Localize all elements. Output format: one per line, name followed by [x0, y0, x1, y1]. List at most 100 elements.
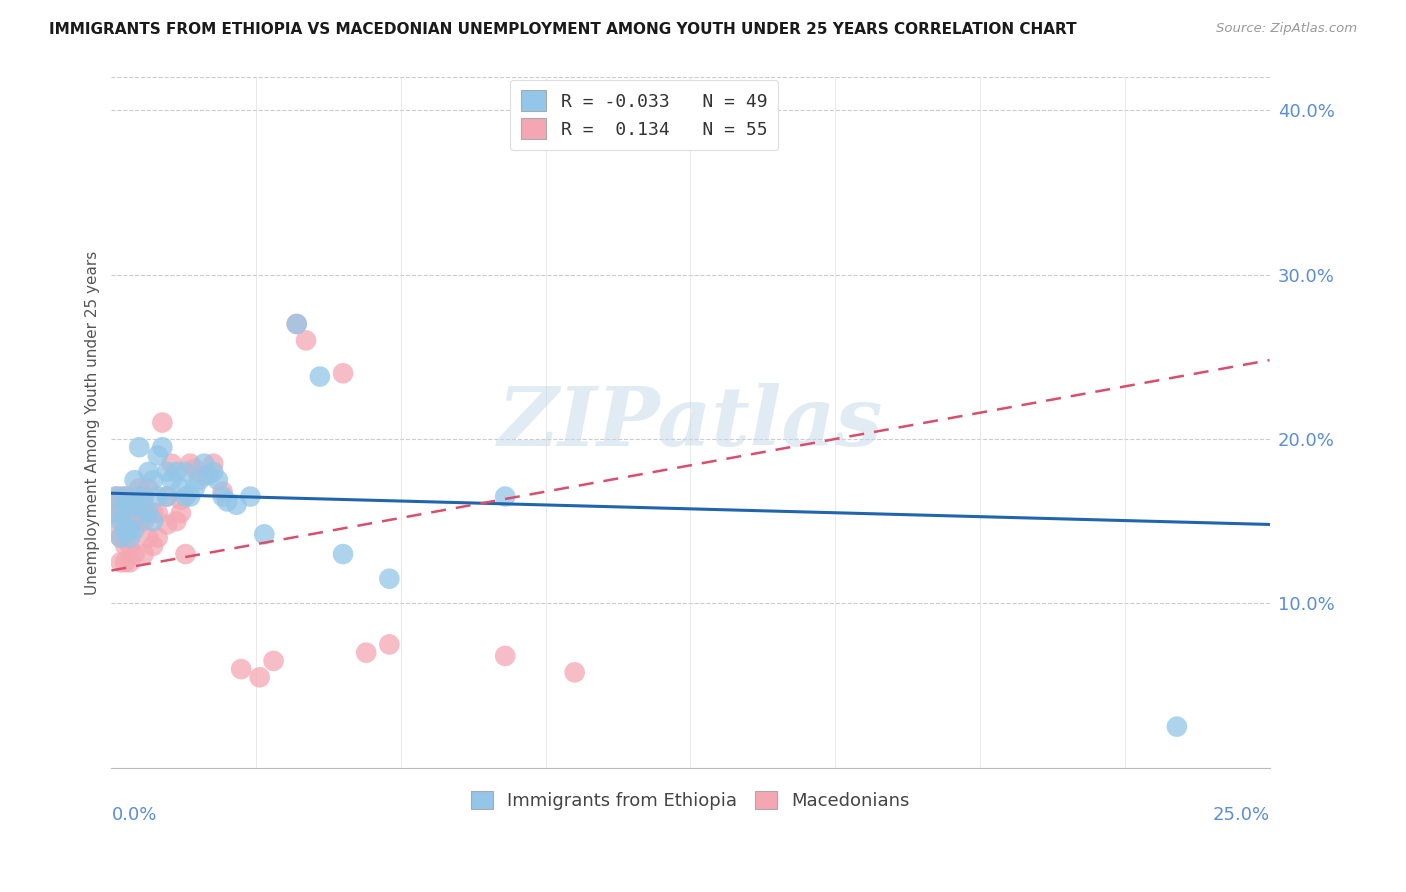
Point — [354, 646, 377, 660]
Point — [295, 334, 318, 348]
Point — [124, 473, 146, 487]
Point — [118, 555, 141, 569]
Point — [229, 662, 252, 676]
Text: ZIPatlas: ZIPatlas — [498, 383, 883, 463]
Point — [124, 522, 146, 536]
Point — [239, 490, 262, 504]
Point — [211, 484, 233, 499]
Point — [174, 547, 197, 561]
Point — [132, 498, 155, 512]
Point — [138, 531, 160, 545]
Point — [138, 465, 160, 479]
Point — [253, 527, 276, 541]
Point — [132, 490, 155, 504]
Point — [105, 506, 128, 520]
Point — [114, 506, 136, 520]
Point — [156, 490, 179, 504]
Point — [188, 473, 211, 487]
Point — [332, 366, 354, 380]
Point — [174, 490, 197, 504]
Point — [110, 514, 132, 528]
Point — [132, 506, 155, 520]
Point — [110, 531, 132, 545]
Point — [263, 654, 285, 668]
Legend: Immigrants from Ethiopia, Macedonians: Immigrants from Ethiopia, Macedonians — [464, 783, 917, 817]
Point — [184, 461, 207, 475]
Point — [156, 517, 179, 532]
Point — [207, 473, 229, 487]
Point — [146, 506, 169, 520]
Text: 25.0%: 25.0% — [1212, 805, 1270, 823]
Point — [494, 490, 516, 504]
Point — [110, 555, 132, 569]
Point — [170, 481, 193, 495]
Point — [138, 506, 160, 520]
Point — [105, 490, 128, 504]
Point — [146, 449, 169, 463]
Point — [124, 547, 146, 561]
Point — [114, 555, 136, 569]
Point — [114, 506, 136, 520]
Point — [378, 572, 401, 586]
Point — [114, 522, 136, 536]
Point — [118, 522, 141, 536]
Point — [118, 506, 141, 520]
Point — [138, 506, 160, 520]
Point — [170, 506, 193, 520]
Point — [105, 506, 128, 520]
Point — [128, 481, 150, 495]
Point — [142, 473, 165, 487]
Point — [332, 547, 354, 561]
Point — [564, 665, 586, 680]
Point — [285, 317, 308, 331]
Point — [146, 490, 169, 504]
Point — [174, 465, 197, 479]
Point — [138, 481, 160, 495]
Point — [285, 317, 308, 331]
Point — [114, 522, 136, 536]
Point — [150, 440, 173, 454]
Point — [132, 514, 155, 528]
Point — [124, 498, 146, 512]
Point — [150, 416, 173, 430]
Point — [193, 468, 215, 483]
Point — [179, 457, 201, 471]
Point — [156, 465, 179, 479]
Point — [114, 490, 136, 504]
Point — [128, 440, 150, 454]
Text: Source: ZipAtlas.com: Source: ZipAtlas.com — [1216, 22, 1357, 36]
Text: IMMIGRANTS FROM ETHIOPIA VS MACEDONIAN UNEMPLOYMENT AMONG YOUTH UNDER 25 YEARS C: IMMIGRANTS FROM ETHIOPIA VS MACEDONIAN U… — [49, 22, 1077, 37]
Point — [211, 490, 233, 504]
Point — [142, 539, 165, 553]
Point — [160, 473, 183, 487]
Point — [114, 539, 136, 553]
Point — [132, 547, 155, 561]
Point — [156, 490, 179, 504]
Point — [165, 514, 187, 528]
Point — [105, 490, 128, 504]
Point — [124, 498, 146, 512]
Point — [1166, 720, 1188, 734]
Point — [128, 498, 150, 512]
Point — [110, 531, 132, 545]
Point — [118, 522, 141, 536]
Point — [165, 465, 187, 479]
Point — [110, 506, 132, 520]
Point — [118, 531, 141, 545]
Point — [114, 490, 136, 504]
Point — [202, 465, 225, 479]
Point — [217, 494, 239, 508]
Point — [142, 506, 165, 520]
Point — [142, 514, 165, 528]
Point — [146, 531, 169, 545]
Point — [160, 457, 183, 471]
Point — [494, 648, 516, 663]
Point — [225, 498, 247, 512]
Point — [170, 492, 193, 507]
Point — [105, 522, 128, 536]
Point — [202, 457, 225, 471]
Point — [118, 498, 141, 512]
Point — [128, 514, 150, 528]
Point — [193, 457, 215, 471]
Point — [249, 670, 271, 684]
